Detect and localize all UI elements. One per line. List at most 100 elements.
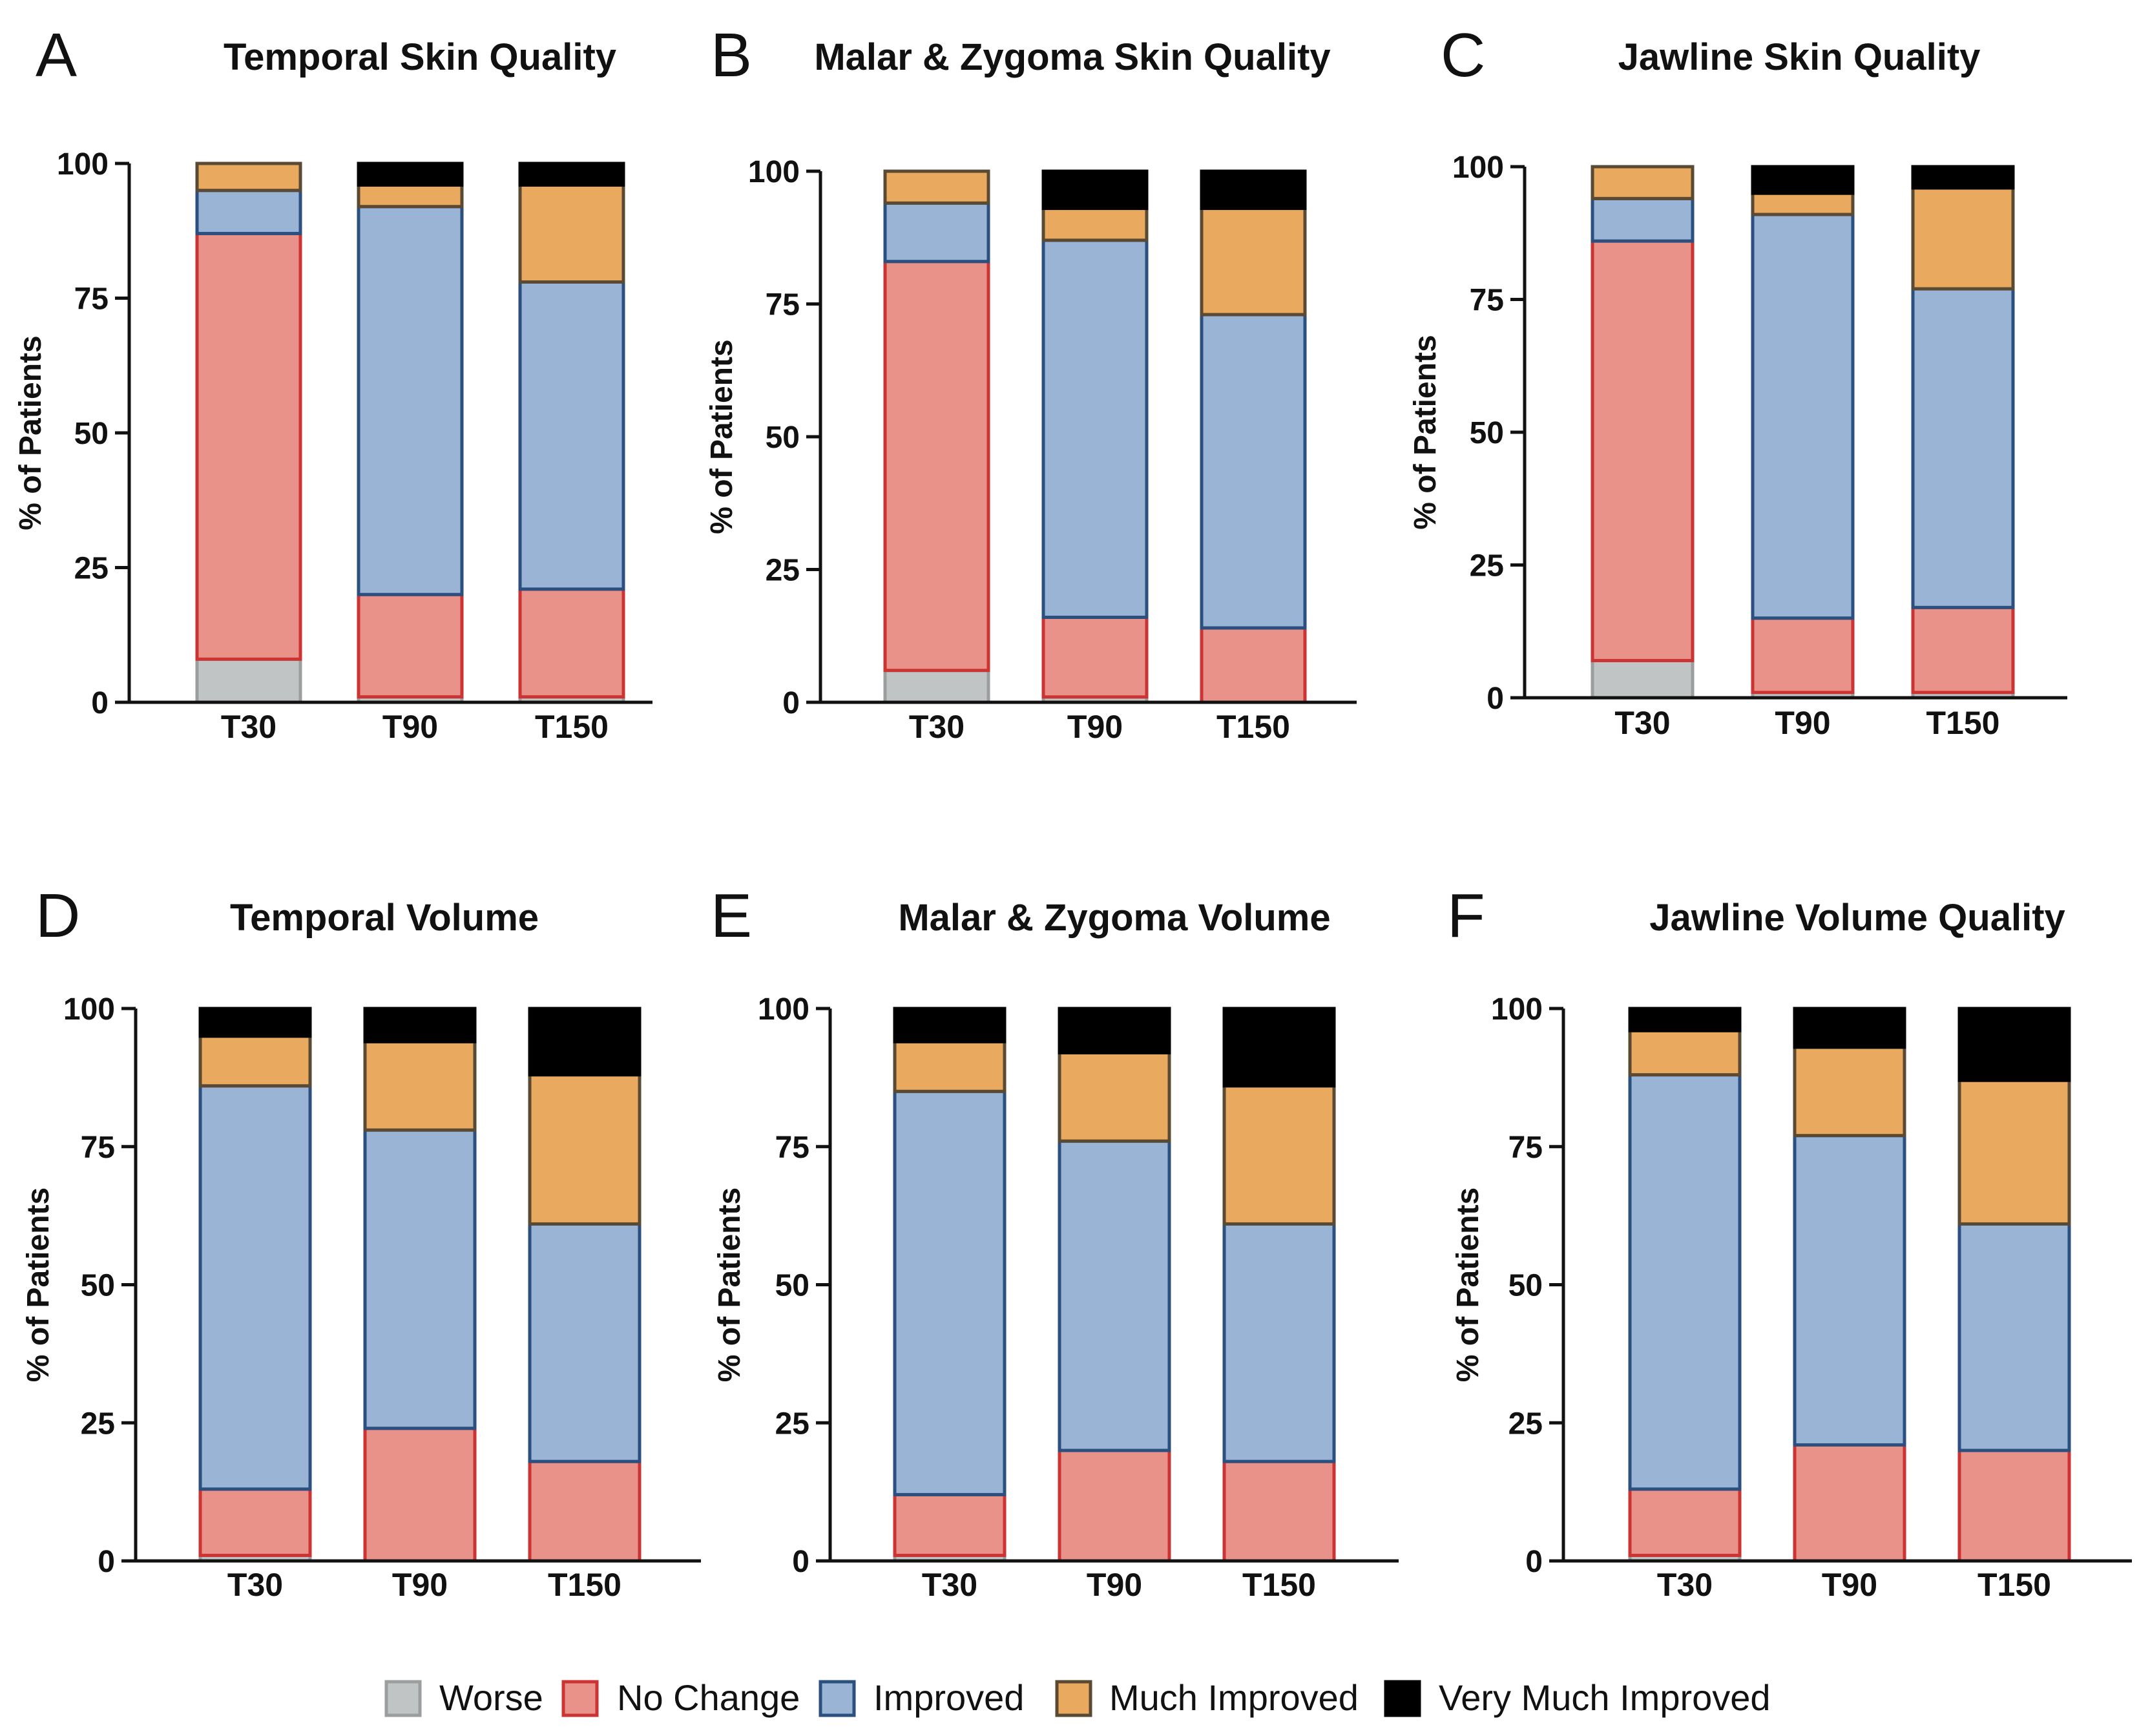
bar-segment-improved-t150 xyxy=(1911,287,2015,609)
bar-segment-much-improved-t150 xyxy=(1222,1084,1336,1226)
y-tick-label: 50 xyxy=(1508,1269,1543,1303)
bar-segment-very-much-improved-t90 xyxy=(1041,169,1149,211)
chart-title: Malar & Zygoma Volume xyxy=(898,897,1330,939)
bar-segment-no-change-t90 xyxy=(1058,1448,1171,1563)
y-tick-label: 25 xyxy=(766,554,800,588)
legend-label-improved: Improved xyxy=(873,1677,1024,1718)
y-tick-label: 100 xyxy=(63,992,115,1027)
legend-label-no-change: No Change xyxy=(617,1677,800,1718)
panel-letter: C xyxy=(1441,21,1485,90)
panel-a: A Temporal Skin Quality % of Patients T30 T9… xyxy=(14,21,652,745)
bar-segment-no-change-t30 xyxy=(893,1492,1007,1557)
y-tick-label: 25 xyxy=(81,1407,115,1441)
panel-e: E Malar & Zygoma Volume % of Patients T30 T9… xyxy=(711,881,1399,1603)
x-tick-label: T150 xyxy=(548,1567,621,1603)
chart-title: Jawline Skin Quality xyxy=(1618,36,1981,78)
bar-segment-no-change-t30 xyxy=(195,231,302,661)
bar-segment-much-improved-t150 xyxy=(1200,207,1307,317)
bar-segment-very-much-improved-t90 xyxy=(357,162,464,187)
bar-segment-no-change-t150 xyxy=(528,1459,642,1563)
y-tick-label: 50 xyxy=(81,1269,115,1303)
bar-segment-improved-t30 xyxy=(195,189,302,235)
panel-f: F Jawline Volume Quality % of Patients T30 T… xyxy=(1447,881,2132,1603)
y-tick-label: 25 xyxy=(1470,549,1504,583)
bar-segment-very-much-improved-t90 xyxy=(1793,1007,1906,1049)
panel-c: C Jawline Skin Quality % of Patients T30 T90… xyxy=(1408,21,2067,741)
panel-letter: E xyxy=(711,881,752,950)
y-axis-title: % of Patients xyxy=(1408,335,1443,529)
y-tick-label: 100 xyxy=(57,147,109,182)
bar-segment-very-much-improved-t90 xyxy=(1058,1007,1171,1054)
y-tick-label: 50 xyxy=(775,1269,809,1303)
bar-segment-very-much-improved-t30 xyxy=(893,1007,1007,1043)
bar-segment-much-improved-t90 xyxy=(1041,207,1149,242)
x-tick-label: T90 xyxy=(1087,1567,1142,1603)
panel-letter: B xyxy=(711,21,752,90)
y-tick-label: 75 xyxy=(74,282,109,317)
legend-label-very-much-improved: Very Much Improved xyxy=(1439,1677,1771,1718)
bar-segment-much-improved-t150 xyxy=(1957,1078,2071,1226)
bar-segment-worse-t30 xyxy=(195,657,302,704)
bar-segment-improved-t90 xyxy=(1041,238,1149,619)
bar-segment-much-improved-t90 xyxy=(357,183,464,209)
bar-segment-no-change-t150 xyxy=(518,587,625,699)
y-axis-title: % of Patients xyxy=(705,339,739,534)
bar-segment-improved-t90 xyxy=(357,205,464,596)
x-tick-label: T90 xyxy=(392,1567,448,1603)
bar-segment-much-improved-t90 xyxy=(363,1040,477,1132)
bar-segment-improved-t150 xyxy=(518,280,625,591)
x-tick-label: T30 xyxy=(1657,1567,1713,1603)
y-tick-label: 25 xyxy=(1508,1407,1543,1441)
legend-label-worse: Worse xyxy=(439,1677,543,1718)
bar-segment-much-improved-t150 xyxy=(528,1073,642,1226)
y-tick-label: 100 xyxy=(748,155,800,189)
x-tick-label: T30 xyxy=(1614,705,1670,741)
bar-segment-worse-t30 xyxy=(883,669,990,704)
y-tick-label: 0 xyxy=(1525,1545,1543,1579)
y-tick-label: 50 xyxy=(766,421,800,455)
y-tick-label: 0 xyxy=(98,1545,115,1579)
bar-segment-much-improved-t30 xyxy=(893,1040,1007,1093)
x-tick-label: T150 xyxy=(1242,1567,1316,1603)
bar-segment-worse-t30 xyxy=(1591,658,1695,700)
x-tick-label: T150 xyxy=(1926,705,2000,741)
legend-swatch-worse xyxy=(384,1680,422,1717)
panel-letter: A xyxy=(36,21,77,90)
bar-segment-no-change-t150 xyxy=(1222,1459,1336,1563)
panel-letter: F xyxy=(1447,881,1485,950)
bar-segment-much-improved-t90 xyxy=(1793,1045,1906,1138)
y-tick-label: 100 xyxy=(1452,151,1504,185)
bar-segment-very-much-improved-t150 xyxy=(1911,165,2015,190)
y-axis-title: % of Patients xyxy=(713,1187,747,1382)
y-tick-label: 0 xyxy=(792,1545,809,1579)
bar-segment-very-much-improved-t150 xyxy=(1222,1007,1336,1088)
y-tick-label: 75 xyxy=(1470,284,1504,318)
legend: Worse No Change Improved Much Improved Very … xyxy=(384,1677,1771,1718)
legend-swatch-much-improved xyxy=(1055,1680,1092,1717)
panel-b: B Malar & Zygoma Skin Quality % of Patient… xyxy=(705,21,1357,745)
bar-segment-improved-t150 xyxy=(1222,1222,1336,1463)
bar-segment-much-improved-t90 xyxy=(1058,1051,1171,1143)
legend-swatch-very-much-improved xyxy=(1384,1680,1421,1717)
x-tick-label: T30 xyxy=(922,1567,977,1603)
bar-segment-no-change-t90 xyxy=(1793,1443,1906,1563)
panel-d: D Temporal Volume % of Patients T30 T90 T150 0… xyxy=(21,881,701,1603)
legend-swatch-improved xyxy=(819,1680,856,1717)
y-tick-label: 50 xyxy=(1470,416,1504,450)
x-tick-label: T150 xyxy=(1216,709,1290,745)
y-axis-title: % of Patients xyxy=(1451,1187,1485,1382)
x-tick-label: T90 xyxy=(1775,705,1830,741)
y-tick-label: 75 xyxy=(766,288,800,322)
bar-segment-no-change-t30 xyxy=(1591,239,1695,662)
bar-segment-no-change-t150 xyxy=(1200,626,1307,704)
bar-segment-very-much-improved-t30 xyxy=(1628,1007,1742,1032)
y-tick-label: 0 xyxy=(1487,682,1504,716)
bar-segment-no-change-t30 xyxy=(198,1487,312,1557)
x-tick-label: T90 xyxy=(1067,709,1123,745)
y-tick-label: 75 xyxy=(775,1131,809,1165)
bar-segment-no-change-t90 xyxy=(357,592,464,699)
bar-segment-much-improved-t30 xyxy=(1591,165,1695,200)
bar-segment-improved-t90 xyxy=(1793,1134,1906,1447)
y-tick-label: 0 xyxy=(782,686,800,720)
